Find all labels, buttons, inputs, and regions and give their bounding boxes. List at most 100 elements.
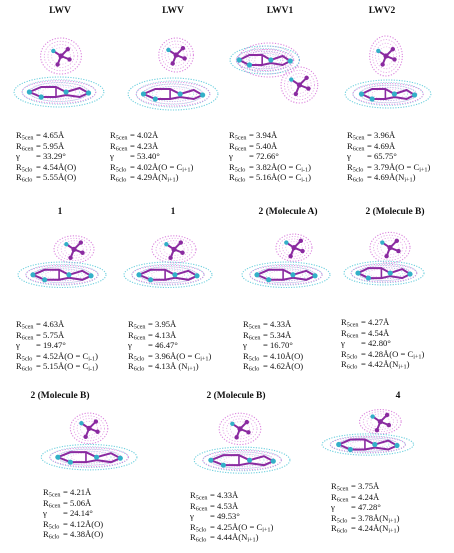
amide-fragment: [370, 412, 392, 433]
molecule-rendering: [193, 412, 291, 474]
parameter-line: R6cen = 5.34Å: [243, 329, 292, 342]
fragment-electron-cloud: [40, 37, 82, 75]
amide-fragment: [289, 75, 311, 97]
parameter-line: R6clo = 5.15Å(O = Ci-1): [16, 361, 98, 373]
fragment-electron-cloud: [275, 233, 313, 262]
panel-title: LWV: [162, 6, 184, 16]
geometry-parameters: R5cen = 4.63Å R6cen = 5.75Å γ = 19.47° R5clo = …: [16, 319, 98, 372]
geometry-parameters: R5cen = 3.94Å R6cen = 5.40Å γ = 72.66° R5clo = …: [229, 130, 311, 183]
amide-fragment: [166, 46, 187, 66]
parameter-line: γ = 33.29°: [16, 151, 66, 162]
parameter-line: R5clo = 4.12Å(O): [43, 518, 104, 531]
geometry-parameters: R5cen = 4.33Å R6cen = 5.34Å γ = 16.70° R5clo = …: [243, 319, 303, 372]
amide-fragment: [380, 238, 401, 259]
parameter-line: R5cen = 3.95Å: [128, 319, 177, 331]
parameter-line: R6clo = 4.42Å(Ni+1): [341, 359, 410, 371]
parameter-line: R6cen = 4.69Å: [347, 140, 396, 153]
parameter-line: R5clo = 3.79Å(O = Ci+1): [347, 161, 431, 174]
parameter-line: R5clo = 4.02Å(O = Ci+1): [110, 161, 194, 174]
ring-electron-cloud-magenta: [21, 80, 97, 104]
molecule-rendering: [344, 35, 432, 109]
panel-title: 2 (Molecule B): [365, 207, 425, 217]
parameter-line: R6cen = 5.75Å: [16, 329, 65, 342]
parameter-line: R5clo = 4.52Å(O = Ci-1): [16, 350, 98, 363]
parameter-line: R6cen = 5.06Å: [43, 497, 92, 510]
geometry-parameters: R5cen = 3.96Å R6cen = 4.69Å γ = 65.75° R5clo = …: [347, 130, 430, 183]
parameter-line: γ = 49.53°: [190, 511, 240, 522]
molecule-rendering: [13, 37, 105, 108]
panel-title: 1: [57, 207, 63, 217]
molecule-rendering: [127, 37, 219, 111]
amide-fragment: [230, 419, 251, 440]
parameter-line: R5cen = 3.96Å: [347, 130, 396, 142]
parameter-line: R5cen = 3.94Å: [229, 130, 278, 142]
panel-title: 2 (Molecule B): [206, 391, 266, 401]
geometry-parameters: R5cen = 4.02Å R6cen = 4.23Å γ = 53.40° R5clo = …: [110, 130, 193, 183]
indole-ring: [254, 268, 318, 283]
indole-ring: [208, 454, 276, 468]
indole-ring: [358, 88, 418, 102]
parameter-line: R5cen = 4.02Å: [110, 130, 159, 142]
parameter-line: γ = 24.14°: [43, 508, 93, 519]
parameter-line: R6clo = 4.29Å(Ni+1): [110, 172, 179, 184]
parameter-line: γ = 47.28°: [331, 502, 381, 513]
amide-fragment: [284, 238, 305, 259]
geometry-parameters: R5cen = 4.65Å R6cen = 5.95Å γ = 33.29° R5clo = …: [16, 130, 76, 183]
fragment-electron-cloud: [369, 231, 411, 264]
indole-ring: [140, 88, 206, 102]
panel-title: 2 (Molecule A): [258, 207, 318, 217]
parameter-line: γ = 53.40°: [110, 151, 160, 162]
parameter-line: R5clo = 4.54Å(O): [16, 161, 77, 174]
parameter-line: R6clo = 4.44Å(Ni+1): [190, 532, 259, 544]
panel-title: 1: [170, 207, 176, 217]
parameter-line: R6clo = 4.24Å(Ni+1): [331, 523, 400, 535]
molecule-rendering: [343, 231, 425, 286]
parameter-line: R6cen = 4.53Å: [190, 500, 239, 513]
parameter-line: γ = 16.70°: [243, 340, 293, 351]
parameter-line: R5cen = 4.21Å: [43, 487, 92, 499]
indole-ring: [55, 451, 123, 465]
parameter-line: R5cen = 4.65Å: [16, 130, 65, 142]
geometry-parameters: R5cen = 4.21Å R6cen = 5.06Å γ = 24.14° R5clo = …: [43, 487, 103, 540]
geometry-parameters: R5cen = 4.27Å R6cen = 4.54Å γ = 42.80° R5clo = …: [341, 317, 424, 370]
parameter-line: γ = 72.66°: [229, 151, 279, 162]
parameter-line: R6cen = 4.13Å: [128, 329, 177, 342]
parameter-line: R5cen = 4.63Å: [16, 319, 65, 331]
panel-title: LWV2: [368, 6, 396, 16]
parameter-line: R6clo = 4.13Å (Ni+1): [128, 361, 199, 373]
amide-fragment: [79, 419, 100, 440]
parameter-line: R6cen = 4.23Å: [110, 140, 159, 153]
panel-title: 2 (Molecule B): [30, 391, 90, 401]
parameter-line: R6clo = 4.38Å(O): [43, 529, 104, 541]
fragment-electron-cloud: [158, 37, 194, 73]
molecule-rendering: [229, 42, 319, 104]
parameter-line: R5clo = 3.96Å(O = Ci+1): [128, 350, 212, 363]
amide-fragment: [164, 240, 185, 261]
geometry-parameters: R5cen = 3.95Å R6cen = 4.13Å γ = 46.47° R5clo = …: [128, 319, 211, 372]
indole-ring: [236, 54, 293, 68]
parameter-line: R6clo = 5.55Å(O): [16, 172, 77, 184]
parameter-line: γ = 19.47°: [16, 340, 66, 351]
geometry-parameters: R5cen = 3.75Å R6cen = 4.24Å γ = 47.28° R5clo = …: [331, 481, 400, 534]
panel-title: LWV: [49, 6, 71, 16]
parameter-line: R5cen = 4.33Å: [243, 319, 292, 331]
indole-ring: [355, 267, 413, 281]
panel-title: LWV1: [266, 6, 294, 16]
fragment-electron-cloud: [69, 412, 109, 445]
ring-electron-cloud-cyan: [344, 79, 432, 109]
molecule-rendering: [17, 235, 107, 289]
parameter-line: R5clo = 3.82Å(O = Ci-1): [229, 161, 311, 174]
parameter-line: R5clo = 3.78Å(Ni+1): [331, 512, 400, 525]
molecule-rendering: [321, 408, 415, 456]
parameter-line: R5clo = 4.10Å(O): [243, 350, 304, 363]
amide-fragment: [64, 240, 85, 261]
fragment-electron-cloud: [218, 412, 262, 446]
indole-ring: [26, 86, 92, 100]
parameter-line: γ = 65.75°: [347, 151, 397, 162]
indole-ring: [136, 268, 200, 283]
indole-ring: [336, 438, 400, 453]
parameter-line: R6cen = 4.24Å: [331, 491, 380, 504]
parameter-line: R5cen = 4.33Å: [190, 490, 239, 502]
fragment-electron-cloud: [369, 35, 403, 77]
parameter-line: R5clo = 4.28Å(O = Ci+1): [341, 348, 425, 361]
